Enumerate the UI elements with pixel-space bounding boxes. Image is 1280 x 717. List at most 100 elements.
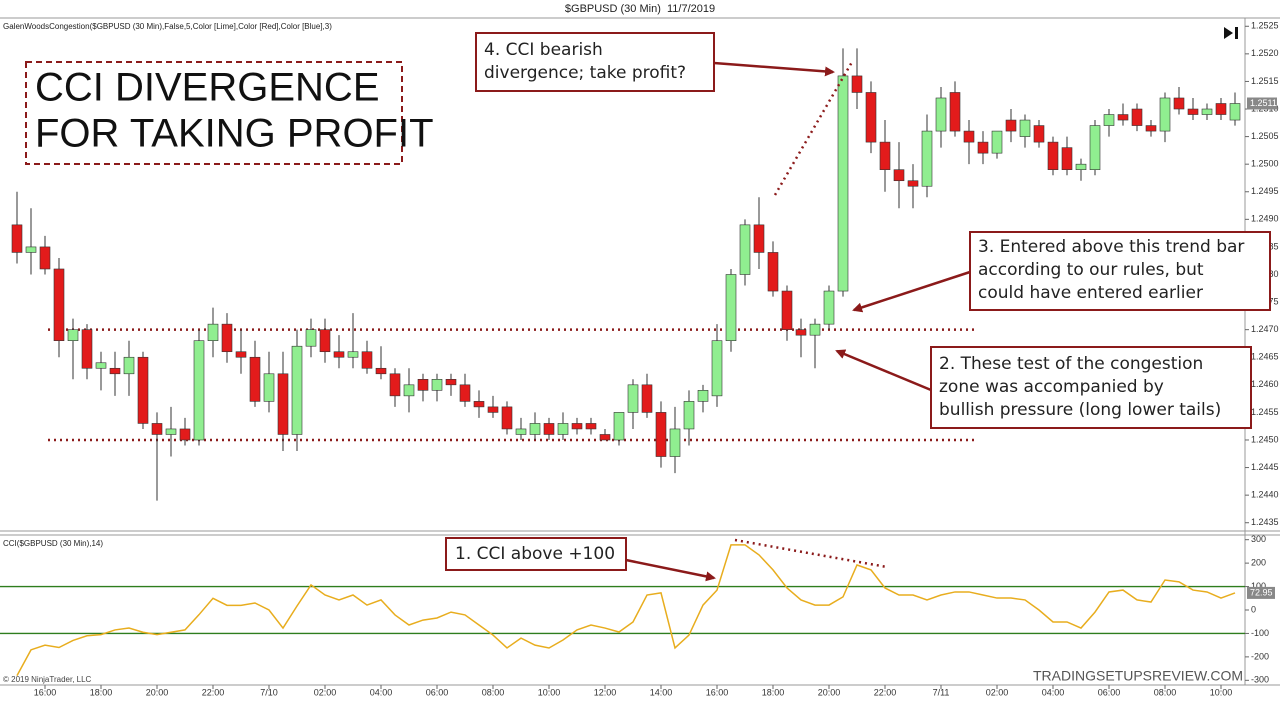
y-tick-label: 1.2520 — [1251, 48, 1279, 58]
watermark: TRADINGSETUPSREVIEW.COM — [1033, 668, 1243, 684]
y-tick-label: 1.2435 — [1251, 517, 1279, 527]
last-price-marker — [1247, 97, 1277, 110]
candle-body — [431, 379, 443, 391]
candle-body — [725, 274, 737, 341]
y-tick-label: 1.2515 — [1251, 76, 1279, 86]
y-tick-label: 100 — [1251, 581, 1266, 591]
candle-body — [1019, 119, 1031, 137]
x-tick-label: 02:00 — [986, 687, 1009, 697]
candle-body — [515, 428, 527, 435]
y-tick-label: -300 — [1251, 675, 1269, 685]
candle-body — [347, 351, 359, 358]
indicator-label: CCI($GBPUSD (30 Min),14) — [3, 539, 103, 548]
candle-body — [1187, 108, 1199, 115]
x-tick-label: 18:00 — [90, 687, 113, 697]
candle-body — [249, 356, 261, 402]
x-tick-label: 08:00 — [1154, 687, 1177, 697]
annotation-text: zone was accompanied by — [939, 377, 1164, 397]
annotation-box — [930, 346, 1252, 429]
candle-body — [25, 246, 37, 253]
y-tick-label: 1.2470 — [1251, 324, 1279, 334]
candle-body — [109, 367, 121, 375]
x-tick-label: 02:00 — [314, 687, 337, 697]
candle-body — [599, 434, 611, 441]
candle-body — [277, 373, 289, 435]
candle-body — [11, 224, 23, 253]
candle-body — [571, 423, 583, 430]
candle-body — [907, 180, 919, 187]
candle-body — [823, 290, 835, 325]
candle-body — [1131, 108, 1143, 126]
candle-body — [375, 367, 387, 375]
candle-body — [459, 384, 471, 402]
copyright: © 2019 NinjaTrader, LLC — [3, 675, 92, 684]
candle-body — [739, 224, 751, 275]
candle-body — [893, 169, 905, 182]
x-tick-label: 06:00 — [426, 687, 449, 697]
candle-body — [963, 130, 975, 143]
annotation-box — [475, 32, 715, 92]
last-price-label: 1.2511 — [1250, 98, 1277, 108]
candle-body — [319, 329, 331, 353]
candle-body — [95, 362, 107, 369]
candle-body — [655, 412, 667, 457]
x-tick-label: 04:00 — [1042, 687, 1065, 697]
annotation-text: bullish pressure (long lower tails) — [939, 400, 1221, 420]
annotation-text: 3. Entered above this trend bar — [978, 237, 1244, 257]
x-tick-label: 14:00 — [650, 687, 673, 697]
candle-body — [221, 323, 233, 353]
last-value-label: 72.95 — [1250, 587, 1273, 597]
arrow — [835, 349, 932, 392]
arrow — [625, 558, 716, 582]
candle-body — [767, 252, 779, 292]
x-tick-label: 22:00 — [202, 687, 225, 697]
candle-body — [977, 141, 989, 154]
annotation-text: according to our rules, but — [978, 260, 1204, 280]
y-tick-label: 1.2490 — [1251, 214, 1279, 224]
candle-body — [795, 329, 807, 336]
candle-body — [445, 379, 457, 386]
candle-body — [123, 356, 135, 375]
y-tick-label: -200 — [1251, 651, 1269, 661]
candle-body — [1061, 147, 1073, 170]
y-tick-label: 1.2505 — [1251, 131, 1279, 141]
candle-body — [1159, 97, 1171, 132]
candle-body — [417, 379, 429, 391]
candle-body — [403, 384, 415, 397]
candle-body — [837, 75, 849, 292]
x-tick-label: 04:00 — [370, 687, 393, 697]
candle-body — [361, 351, 373, 369]
candle-body — [683, 401, 695, 430]
candle-body — [809, 323, 821, 336]
candle-body — [641, 384, 653, 413]
y-tick-label: 1.2525 — [1251, 21, 1279, 31]
title-box-line: FOR TAKING PROFIT — [35, 112, 434, 156]
plot-area: 1.25251.25201.25151.25101.25051.25001.24… — [0, 21, 1279, 697]
candle-body — [1145, 125, 1157, 132]
scroll-icon[interactable] — [1224, 27, 1238, 39]
candle-body — [263, 373, 275, 402]
candle-body — [921, 130, 933, 187]
candle-body — [865, 92, 877, 143]
y-tick-label: 200 — [1251, 558, 1266, 568]
candle-body — [1201, 108, 1213, 115]
candle-body — [193, 340, 205, 441]
title-box-line: CCI DIVERGENCE — [35, 66, 380, 110]
x-tick-label: 20:00 — [818, 687, 841, 697]
candle-body — [137, 356, 149, 424]
candle-body — [305, 329, 317, 347]
last-value-marker — [1247, 586, 1275, 599]
candle-body — [585, 423, 597, 430]
x-tick-label: 10:00 — [538, 687, 561, 697]
x-tick-label: 20:00 — [146, 687, 169, 697]
candle-body — [1047, 141, 1059, 170]
candle-body — [487, 406, 499, 413]
y-tick-label: 1.2450 — [1251, 434, 1279, 444]
x-tick-label: 16:00 — [34, 687, 57, 697]
candle-body — [473, 401, 485, 408]
y-tick-label: 1.2445 — [1251, 462, 1279, 472]
title-box — [25, 61, 403, 165]
annotation-text: 1. CCI above +100 — [455, 544, 615, 564]
candle-body — [53, 268, 65, 341]
